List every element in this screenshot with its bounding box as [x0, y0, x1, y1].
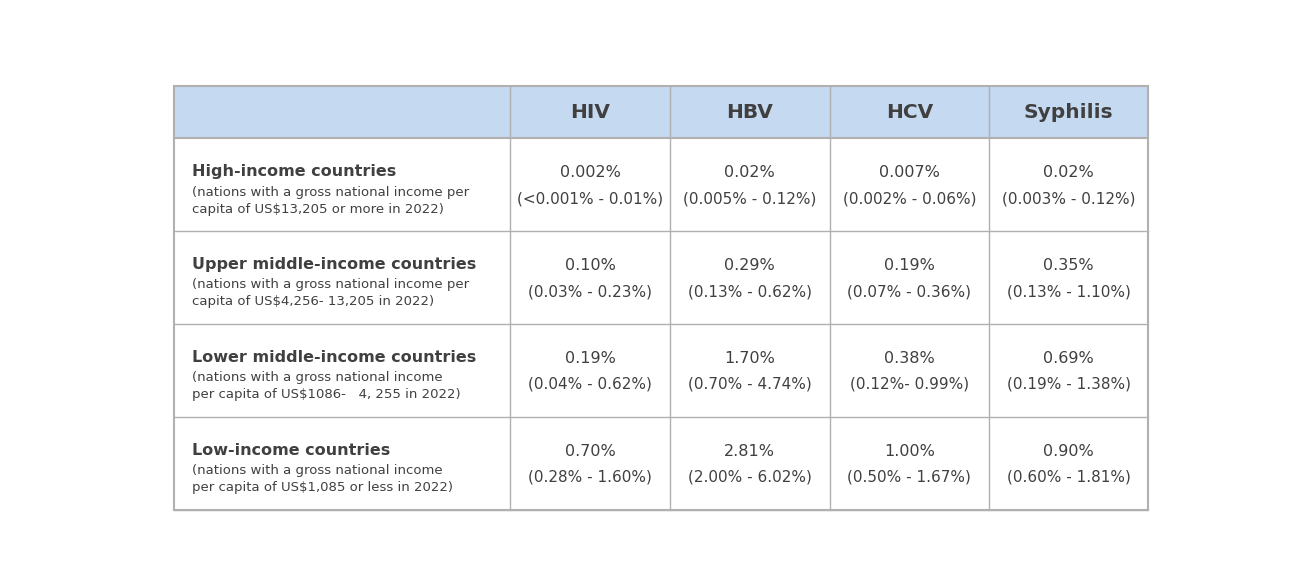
Text: 0.10%: 0.10%: [565, 258, 615, 273]
Text: 0.19%: 0.19%: [565, 351, 615, 366]
Text: (0.70% - 4.74%): (0.70% - 4.74%): [688, 377, 811, 392]
Text: (0.60% - 1.81%): (0.60% - 1.81%): [1006, 470, 1130, 485]
Text: (nations with a gross national income per
capita of US$4,256- 13,205 in 2022): (nations with a gross national income pe…: [192, 279, 470, 309]
Text: 0.19%: 0.19%: [884, 258, 935, 273]
Text: (0.50% - 1.67%): (0.50% - 1.67%): [848, 470, 971, 485]
Text: 0.29%: 0.29%: [725, 258, 775, 273]
Text: (<0.001% - 0.01%): (<0.001% - 0.01%): [517, 191, 663, 206]
Text: Syphilis: Syphilis: [1024, 103, 1113, 122]
Text: 0.02%: 0.02%: [725, 165, 775, 181]
Text: (0.19% - 1.38%): (0.19% - 1.38%): [1006, 377, 1130, 392]
Text: (0.12%- 0.99%): (0.12%- 0.99%): [850, 377, 969, 392]
Bar: [174, 86, 1148, 139]
Text: (0.003% - 0.12%): (0.003% - 0.12%): [1002, 191, 1135, 206]
Text: 0.002%: 0.002%: [560, 165, 620, 181]
Text: (0.005% - 0.12%): (0.005% - 0.12%): [682, 191, 817, 206]
Bar: [174, 324, 1148, 417]
Text: (0.28% - 1.60%): (0.28% - 1.60%): [528, 470, 651, 485]
Text: (nations with a gross national income
per capita of US$1,085 or less in 2022): (nations with a gross national income pe…: [192, 464, 453, 494]
Text: Low-income countries: Low-income countries: [192, 443, 391, 458]
Text: 0.70%: 0.70%: [565, 444, 615, 459]
Text: 0.90%: 0.90%: [1044, 444, 1094, 459]
Text: Upper middle-income countries: Upper middle-income countries: [192, 257, 476, 272]
Text: 1.00%: 1.00%: [884, 444, 935, 459]
Text: (0.13% - 1.10%): (0.13% - 1.10%): [1006, 284, 1130, 299]
Text: (0.04% - 0.62%): (0.04% - 0.62%): [528, 377, 651, 392]
Bar: [174, 231, 1148, 324]
Text: HCV: HCV: [886, 103, 933, 122]
Text: 0.69%: 0.69%: [1044, 351, 1094, 366]
Text: (2.00% - 6.02%): (2.00% - 6.02%): [688, 470, 811, 485]
Text: (nations with a gross national income
per capita of US$1086-   4, 255 in 2022): (nations with a gross national income pe…: [192, 371, 461, 401]
Text: 1.70%: 1.70%: [724, 351, 775, 366]
Text: (0.13% - 0.62%): (0.13% - 0.62%): [688, 284, 811, 299]
Text: (0.07% - 0.36%): (0.07% - 0.36%): [848, 284, 971, 299]
Bar: [174, 417, 1148, 510]
Text: 0.38%: 0.38%: [884, 351, 935, 366]
Text: 2.81%: 2.81%: [724, 444, 775, 459]
Text: 0.007%: 0.007%: [878, 165, 940, 181]
Text: (0.03% - 0.23%): (0.03% - 0.23%): [528, 284, 651, 299]
Text: HBV: HBV: [726, 103, 773, 122]
Text: (nations with a gross national income per
capita of US$13,205 or more in 2022): (nations with a gross national income pe…: [192, 186, 470, 216]
Text: High-income countries: High-income countries: [192, 165, 396, 179]
Text: (0.002% - 0.06%): (0.002% - 0.06%): [842, 191, 977, 206]
Text: HIV: HIV: [570, 103, 610, 122]
Text: 0.02%: 0.02%: [1044, 165, 1094, 181]
Bar: [174, 138, 1148, 231]
Text: 0.35%: 0.35%: [1044, 258, 1094, 273]
Text: Lower middle-income countries: Lower middle-income countries: [192, 350, 476, 365]
